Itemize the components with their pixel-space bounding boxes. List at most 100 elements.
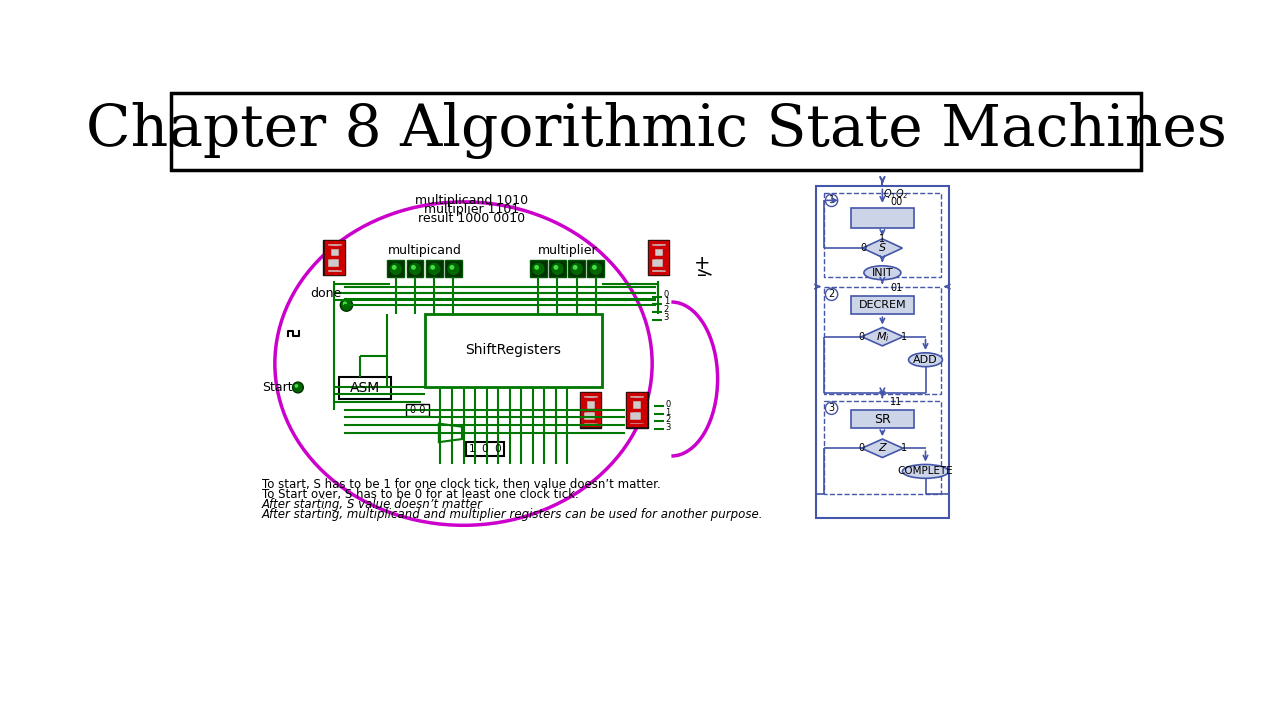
Text: 2: 2	[666, 415, 671, 424]
FancyBboxPatch shape	[650, 242, 667, 273]
Circle shape	[340, 299, 352, 311]
FancyBboxPatch shape	[407, 261, 424, 277]
FancyBboxPatch shape	[339, 377, 392, 399]
FancyBboxPatch shape	[406, 405, 429, 416]
FancyBboxPatch shape	[388, 261, 404, 277]
Circle shape	[531, 262, 545, 276]
Circle shape	[430, 265, 435, 270]
FancyBboxPatch shape	[426, 261, 443, 277]
Text: 1: 1	[664, 297, 669, 307]
Text: INIT: INIT	[872, 268, 893, 278]
FancyBboxPatch shape	[530, 261, 547, 277]
Text: 1: 1	[879, 234, 886, 244]
Text: S: S	[879, 243, 886, 253]
FancyBboxPatch shape	[580, 392, 602, 428]
Circle shape	[826, 402, 837, 415]
Text: 2: 2	[828, 289, 835, 300]
Text: 1: 1	[901, 332, 908, 342]
Text: result 1000 0010: result 1000 0010	[417, 212, 525, 225]
Ellipse shape	[909, 353, 942, 366]
Text: Start: Start	[262, 381, 293, 394]
Circle shape	[293, 382, 303, 393]
Text: $M_i$: $M_i$	[876, 330, 890, 343]
Text: ADD: ADD	[913, 355, 938, 365]
Circle shape	[591, 265, 596, 270]
Text: ASM: ASM	[349, 381, 380, 395]
Text: multiplier: multiplier	[538, 244, 598, 257]
Text: 1  0  0: 1 0 0	[468, 444, 502, 454]
Circle shape	[294, 384, 298, 388]
FancyBboxPatch shape	[445, 261, 462, 277]
Polygon shape	[863, 239, 902, 257]
FancyBboxPatch shape	[325, 242, 343, 273]
Circle shape	[411, 265, 416, 270]
Circle shape	[389, 262, 403, 276]
FancyBboxPatch shape	[549, 261, 566, 277]
Text: 2: 2	[664, 305, 669, 314]
Text: 11: 11	[890, 397, 902, 407]
Circle shape	[534, 265, 539, 270]
Text: 1: 1	[901, 444, 908, 454]
Polygon shape	[861, 439, 904, 457]
Text: After starting, multiplicand and multiplier registers can be used for another pu: After starting, multiplicand and multipl…	[262, 508, 763, 521]
Text: 01: 01	[890, 283, 902, 293]
Circle shape	[449, 265, 454, 270]
Text: multiplier 1101: multiplier 1101	[424, 203, 518, 216]
Circle shape	[550, 262, 564, 276]
Circle shape	[447, 262, 461, 276]
FancyBboxPatch shape	[568, 261, 585, 277]
Ellipse shape	[902, 464, 948, 478]
Text: $Q_1Q_2$: $Q_1Q_2$	[883, 187, 909, 201]
FancyBboxPatch shape	[851, 410, 914, 428]
FancyBboxPatch shape	[628, 395, 645, 426]
Text: ShiftRegisters: ShiftRegisters	[466, 343, 562, 357]
FancyBboxPatch shape	[648, 240, 669, 275]
Text: done: done	[311, 287, 342, 300]
Text: To Start over, S has to be 0 for at least one clock tick.: To Start over, S has to be 0 for at leas…	[262, 488, 579, 501]
FancyBboxPatch shape	[588, 261, 604, 277]
Circle shape	[570, 262, 584, 276]
Text: 00: 00	[890, 197, 902, 207]
Text: 1: 1	[666, 408, 671, 417]
Text: To start, S has to be 1 for one clock tick, then value doesn’t matter.: To start, S has to be 1 for one clock ti…	[262, 478, 660, 491]
Circle shape	[553, 265, 558, 270]
Circle shape	[392, 265, 397, 270]
Text: Z: Z	[878, 444, 886, 454]
FancyBboxPatch shape	[425, 313, 602, 387]
Polygon shape	[861, 328, 904, 346]
Text: +: +	[694, 254, 710, 273]
Text: 0: 0	[664, 289, 669, 299]
FancyBboxPatch shape	[324, 240, 344, 275]
Text: 3: 3	[664, 313, 669, 322]
Text: COMPLETE: COMPLETE	[897, 467, 954, 477]
FancyBboxPatch shape	[466, 442, 504, 456]
Text: 0: 0	[666, 400, 671, 409]
Circle shape	[589, 262, 603, 276]
FancyBboxPatch shape	[851, 208, 914, 228]
FancyBboxPatch shape	[851, 296, 914, 315]
Text: 3: 3	[828, 403, 835, 413]
Text: multipicand: multipicand	[388, 244, 462, 257]
Ellipse shape	[864, 266, 901, 279]
Text: –: –	[698, 266, 707, 284]
Text: multiplicand 1010: multiplicand 1010	[415, 194, 527, 207]
FancyBboxPatch shape	[626, 392, 648, 428]
Text: After starting, S value doesn’t matter: After starting, S value doesn’t matter	[262, 498, 483, 511]
Circle shape	[428, 262, 442, 276]
Text: SR: SR	[874, 413, 891, 426]
Text: 0: 0	[860, 243, 867, 253]
Text: 3: 3	[666, 423, 671, 432]
Circle shape	[826, 288, 837, 300]
Circle shape	[343, 302, 347, 306]
Text: 0 0: 0 0	[410, 405, 425, 415]
Text: 0: 0	[859, 332, 865, 342]
Circle shape	[572, 265, 577, 270]
FancyBboxPatch shape	[582, 395, 599, 426]
Text: Chapter 8 Algorithmic State Machines: Chapter 8 Algorithmic State Machines	[86, 102, 1226, 159]
Text: 0: 0	[859, 444, 865, 454]
Text: DECREM: DECREM	[859, 300, 906, 310]
Polygon shape	[439, 423, 462, 442]
Circle shape	[826, 194, 837, 207]
Circle shape	[408, 262, 422, 276]
Text: 1: 1	[828, 195, 835, 205]
